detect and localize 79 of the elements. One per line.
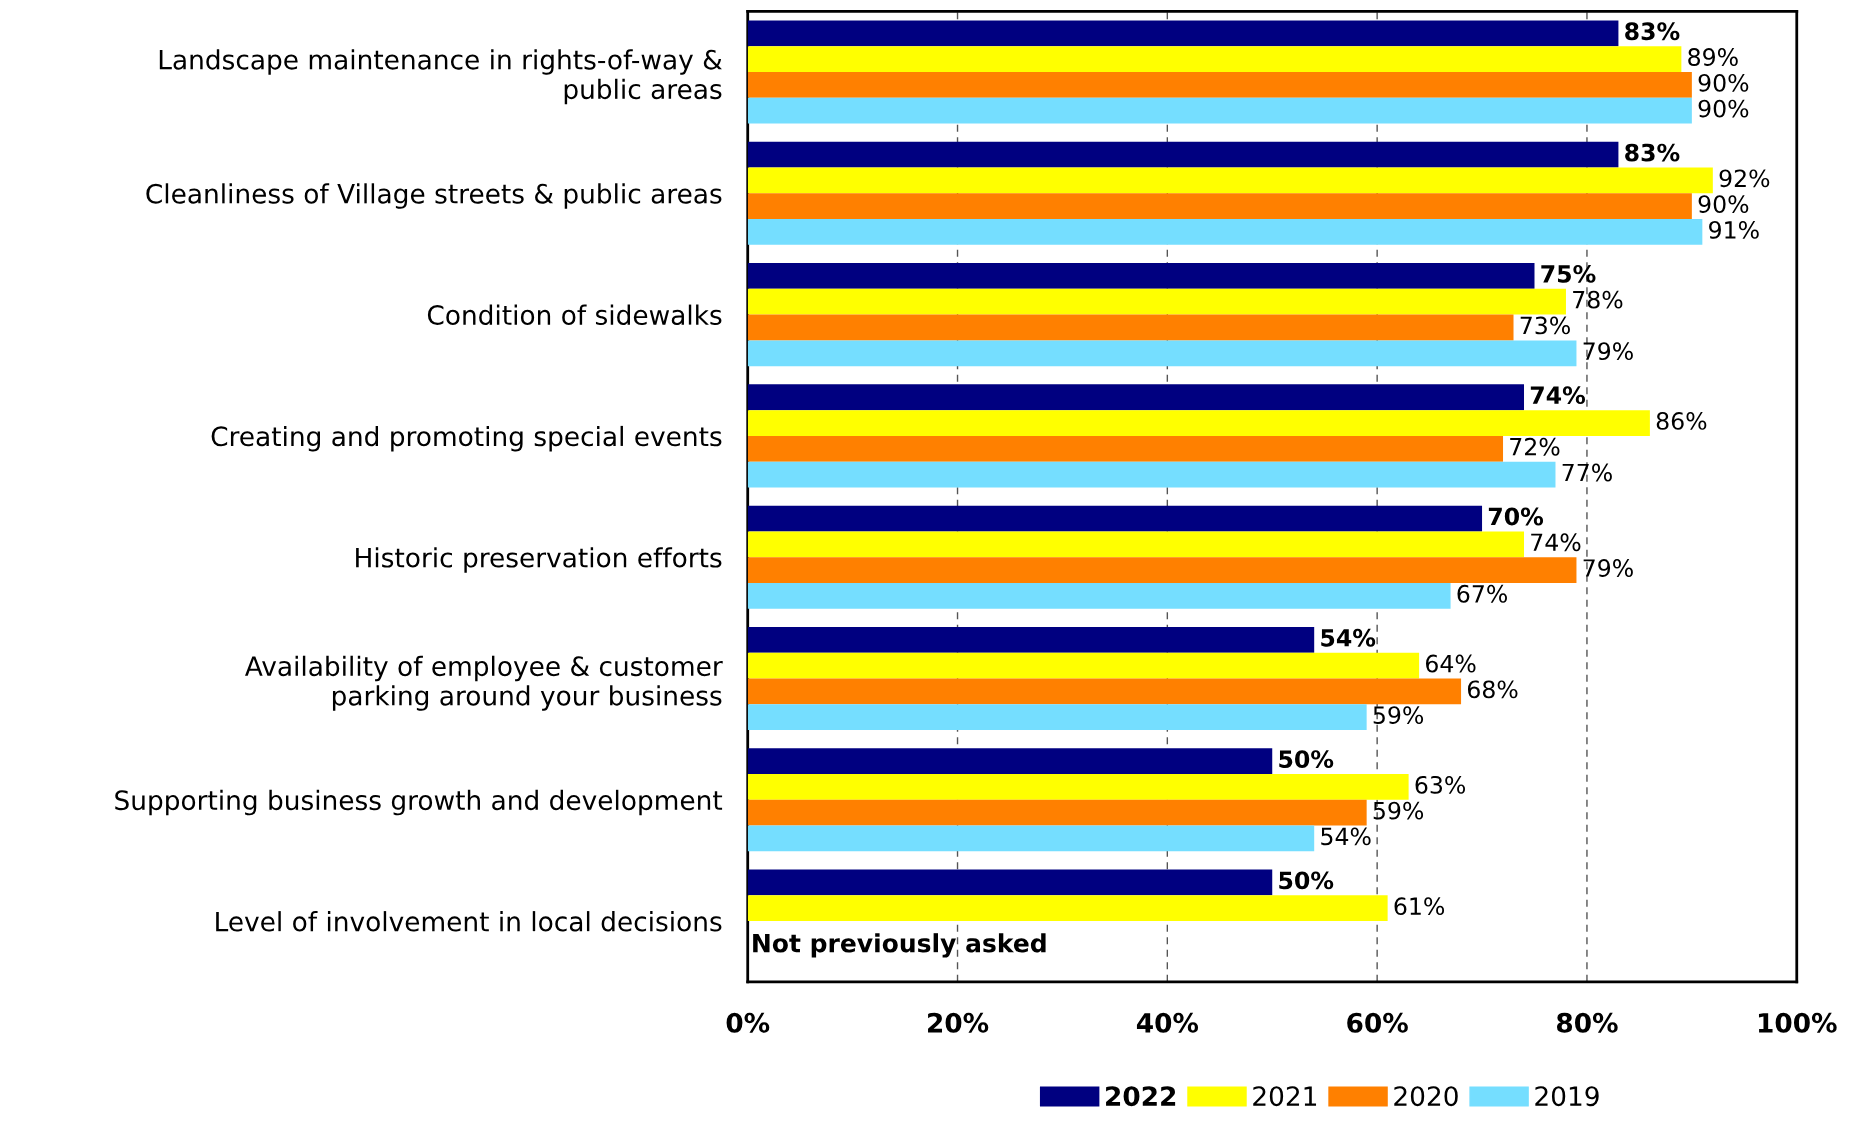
data-label: 68% bbox=[1467, 680, 1518, 699]
bar bbox=[747, 748, 1273, 775]
data-label: 54% bbox=[1321, 827, 1371, 846]
data-label: 54% bbox=[1321, 628, 1376, 647]
data-label: 73% bbox=[1520, 316, 1570, 335]
bar bbox=[747, 20, 1619, 47]
legend-label: 2020 bbox=[1394, 1086, 1458, 1107]
y-tick-label: Supporting business growth and development bbox=[115, 789, 723, 816]
bar bbox=[747, 314, 1514, 341]
data-label: 86% bbox=[1656, 412, 1707, 430]
data-label: 90% bbox=[1698, 99, 1749, 118]
bar bbox=[747, 557, 1577, 583]
bar bbox=[747, 384, 1525, 411]
data-label: 72% bbox=[1510, 437, 1560, 456]
data-label: 90% bbox=[1698, 73, 1749, 92]
data-label: 67% bbox=[1457, 584, 1507, 603]
y-tick-label: Cleanliness of Village streets & public areas bbox=[146, 183, 722, 209]
bar bbox=[747, 72, 1692, 98]
data-label: 90% bbox=[1698, 195, 1749, 214]
data-label: 77% bbox=[1562, 463, 1612, 482]
y-tick-label: Availability of employee & customer parking around your business bbox=[245, 655, 723, 711]
data-label: 92% bbox=[1719, 169, 1770, 188]
bar bbox=[747, 263, 1535, 289]
x-tick-label: 40% bbox=[1136, 1012, 1199, 1033]
data-label: 59% bbox=[1373, 801, 1424, 820]
bar bbox=[747, 141, 1619, 168]
bar bbox=[747, 193, 1692, 220]
bar bbox=[747, 340, 1577, 367]
data-label: 50% bbox=[1279, 871, 1334, 890]
legend-label: 2022 bbox=[1106, 1086, 1176, 1107]
bar bbox=[747, 410, 1650, 436]
bar bbox=[747, 869, 1273, 896]
bar bbox=[747, 652, 1420, 679]
x-tick-label: 100% bbox=[1758, 1012, 1837, 1033]
annotation: Not previously asked bbox=[753, 933, 1046, 958]
data-label: 79% bbox=[1583, 342, 1633, 361]
x-tick-label: 80% bbox=[1556, 1012, 1618, 1033]
data-label: 75% bbox=[1541, 264, 1596, 283]
bar bbox=[747, 435, 1504, 462]
bar bbox=[747, 895, 1388, 922]
bar bbox=[747, 825, 1315, 852]
data-label: 89% bbox=[1688, 48, 1738, 66]
bar bbox=[747, 505, 1483, 532]
x-tick-label: 60% bbox=[1347, 1012, 1408, 1033]
bar bbox=[747, 582, 1451, 609]
y-tick-label: Historic preservation efforts bbox=[356, 547, 722, 573]
x-tick-label: 0% bbox=[726, 1012, 770, 1033]
bar bbox=[747, 46, 1682, 72]
bar bbox=[747, 531, 1525, 558]
legend-label: 2021 bbox=[1253, 1086, 1317, 1107]
bar bbox=[747, 167, 1713, 194]
y-tick-label: Level of involvement in local decisions bbox=[216, 911, 722, 932]
data-label: 61% bbox=[1394, 897, 1445, 916]
data-label: 74% bbox=[1531, 533, 1581, 552]
y-tick-label: Creating and promoting special events bbox=[211, 425, 722, 452]
y-tick-label: Landscape maintenance in rights-of-way & public areas bbox=[159, 49, 722, 105]
legend-label: 2019 bbox=[1535, 1086, 1599, 1107]
data-label: 70% bbox=[1488, 507, 1544, 526]
data-label: 64% bbox=[1426, 654, 1476, 673]
bar bbox=[747, 704, 1367, 731]
bar bbox=[747, 799, 1367, 826]
data-label: 59% bbox=[1373, 706, 1424, 725]
bar bbox=[747, 288, 1566, 315]
bar bbox=[747, 774, 1409, 800]
data-label: 83% bbox=[1625, 22, 1680, 41]
y-tick-label: Condition of sidewalks bbox=[427, 304, 722, 326]
bar bbox=[747, 626, 1315, 653]
bar bbox=[747, 461, 1556, 488]
data-label: 78% bbox=[1573, 290, 1623, 309]
data-label: 83% bbox=[1625, 143, 1680, 162]
bar bbox=[747, 678, 1462, 705]
data-label: 91% bbox=[1709, 220, 1759, 239]
data-label: 50% bbox=[1279, 750, 1334, 769]
x-tick-label: 20% bbox=[928, 1012, 989, 1033]
bar bbox=[747, 97, 1692, 124]
data-label: 74% bbox=[1530, 386, 1586, 405]
data-label: 79% bbox=[1583, 559, 1633, 577]
data-label: 63% bbox=[1415, 775, 1466, 794]
bar bbox=[747, 219, 1703, 245]
